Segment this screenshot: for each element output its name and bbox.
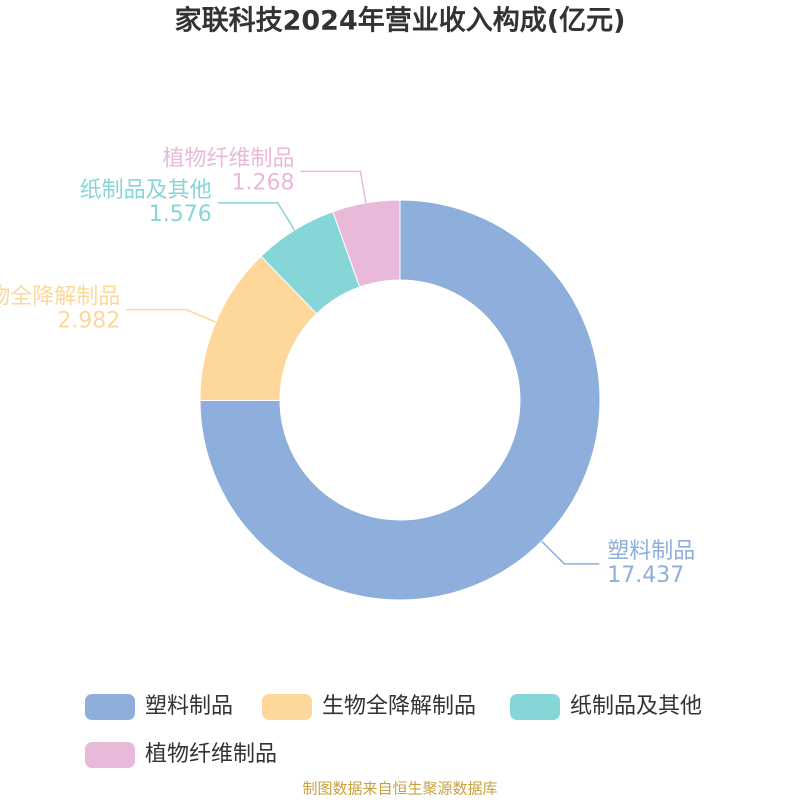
data-label-value: 1.576: [149, 202, 212, 227]
leader-line: [541, 540, 600, 565]
legend-swatch: [85, 694, 135, 720]
data-label-value: 17.437: [607, 563, 684, 588]
legend-swatch: [262, 694, 312, 720]
legend-label: 纸制品及其他: [570, 694, 702, 719]
data-label-value: 1.268: [231, 170, 294, 195]
data-label-name: 生物全降解制品: [0, 285, 120, 310]
data-label-name: 植物纤维制品: [162, 146, 294, 171]
legend-label: 塑料制品: [145, 694, 233, 719]
donut-slice: [332, 199, 401, 288]
chart-title: 家联科技2024年营业收入构成(亿元): [175, 5, 626, 37]
data-label-value: 2.982: [57, 309, 120, 334]
data-label-name: 塑料制品: [607, 539, 695, 564]
leader-line: [300, 170, 367, 204]
legend-label: 植物纤维制品: [145, 742, 277, 767]
leader-line: [126, 308, 217, 323]
data-label-name: 纸制品及其他: [80, 178, 212, 203]
leader-line: [217, 202, 296, 231]
source-note: 制图数据来自恒生聚源数据库: [302, 780, 497, 798]
legend-swatch: [85, 742, 135, 768]
donut-slice: [199, 199, 601, 601]
legend-label: 生物全降解制品: [322, 694, 476, 719]
legend-swatch: [510, 694, 560, 720]
